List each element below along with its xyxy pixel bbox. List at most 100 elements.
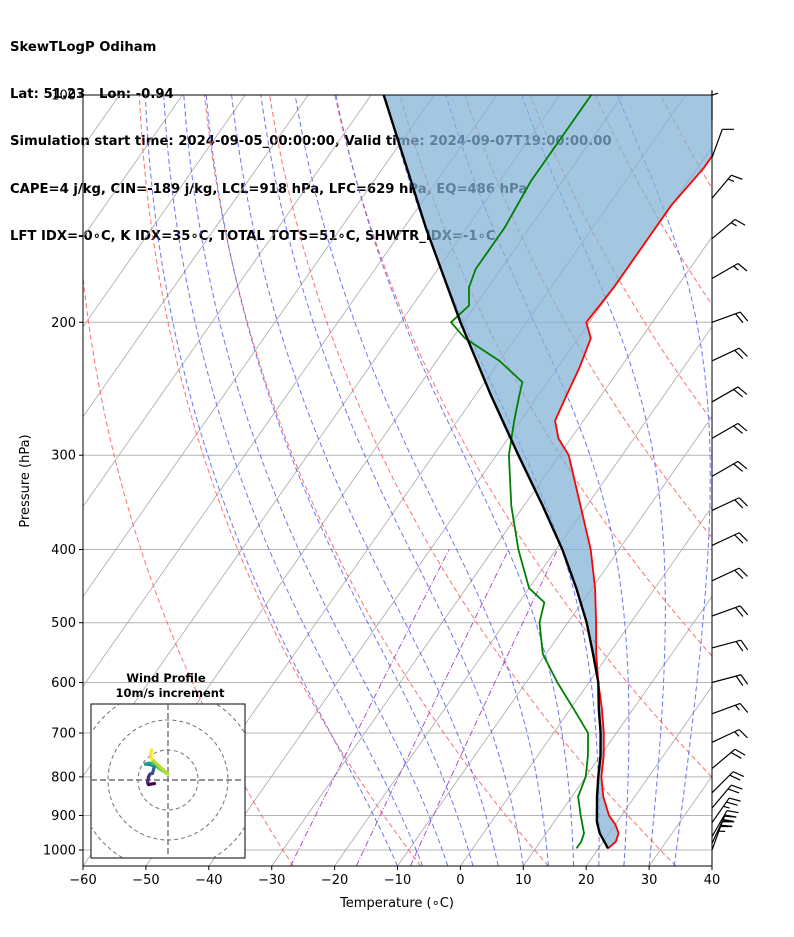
- isotherm-line: [397, 416, 712, 866]
- wind-barb-staff: [711, 347, 740, 362]
- wind-barb-half-flag: [711, 92, 719, 96]
- wind-barb-half-flag: [723, 805, 730, 809]
- y-tick-label: 500: [51, 616, 76, 631]
- wind-barb-flag: [726, 810, 739, 814]
- wind-barb: [711, 771, 745, 794]
- wind-barb-staff: [711, 784, 732, 809]
- isotherm-line: [585, 685, 712, 866]
- x-tick-label: 40: [704, 873, 721, 888]
- moist-adiabat-line: [205, 95, 474, 866]
- dewpoint-line: [450, 95, 592, 849]
- isotherm-line: [83, 95, 309, 418]
- wind-barb: [711, 262, 748, 280]
- wind-barb: [711, 810, 739, 837]
- moist-adiabat-line: [183, 95, 449, 866]
- wind-barb-half-flag: [730, 222, 737, 227]
- wind-barb-flag: [735, 675, 744, 686]
- wind-barb: [711, 748, 746, 769]
- wind-barb-flag: [732, 771, 745, 778]
- wind-barb: [711, 128, 734, 158]
- wind-barb-flag: [729, 797, 741, 802]
- dry-adiabat-line: [269, 95, 677, 866]
- wind-barb: [711, 729, 748, 743]
- moist-adiabat-line: [231, 95, 499, 866]
- wind-barb: [711, 347, 748, 362]
- isotherm-line: [83, 95, 372, 508]
- wind-barb-flag: [729, 774, 741, 781]
- wind-barb-staff: [711, 729, 740, 743]
- x-tick-label: 30: [641, 873, 658, 888]
- wind-barb-flag: [724, 814, 737, 818]
- wind-barb-flag: [734, 534, 744, 544]
- isotherm-line: [460, 505, 712, 866]
- wind-barb-flag: [721, 818, 734, 822]
- wind-barb: [711, 674, 749, 686]
- wind-barb-flag: [738, 567, 748, 577]
- wind-barb-flag: [739, 703, 749, 713]
- wind-barb-flag: [734, 499, 744, 509]
- hodograph-trace-segment: [149, 748, 154, 757]
- y-tick-label: 100: [51, 89, 76, 104]
- wind-barb-flag: [734, 569, 744, 579]
- isotherm-line: [334, 326, 712, 866]
- wind-barb: [711, 702, 749, 715]
- y-tick-label: 400: [51, 543, 76, 558]
- wind-barb-flag: [735, 313, 744, 324]
- wind-barb-half-flag: [727, 178, 735, 182]
- parcel-path-line: [382, 95, 610, 849]
- wind-barb-flag: [720, 824, 733, 827]
- wind-barb: [711, 797, 741, 824]
- wind-barb-half-flag: [733, 265, 739, 271]
- wind-barb-half-flag: [734, 731, 740, 737]
- wind-barb-flag: [737, 422, 748, 432]
- wind-barb: [711, 386, 748, 403]
- wind-barb-flag: [730, 751, 742, 759]
- wind-barb: [711, 218, 746, 240]
- temperature-line: [554, 154, 712, 850]
- wind-barb-half-flag: [735, 704, 740, 711]
- wind-barb-flag: [727, 788, 740, 794]
- wind-barb: [711, 460, 748, 477]
- y-axis-label: Pressure (hPa): [18, 434, 33, 527]
- hodograph-plot: [91, 704, 245, 858]
- wind-barb: [711, 605, 749, 617]
- wind-barb: [711, 532, 748, 546]
- hodograph-trace-segment: [149, 757, 170, 776]
- wind-barb-flag: [737, 263, 748, 272]
- wind-barb-staff: [711, 532, 740, 546]
- dry-adiabat-line: [83, 272, 294, 866]
- wind-barb-flag: [737, 460, 748, 470]
- x-tick-label: −30: [258, 873, 285, 888]
- wind-barb-flag: [734, 349, 744, 360]
- wind-barb-flag: [735, 641, 744, 652]
- x-tick-label: 20: [578, 873, 595, 888]
- moist-adiabat-line: [144, 95, 398, 866]
- wind-barb-flag: [733, 425, 744, 434]
- x-tick-label: −40: [195, 873, 222, 888]
- y-tick-label: 300: [51, 449, 76, 464]
- x-tick-label: −50: [132, 873, 159, 888]
- dry-adiabat-line: [204, 95, 549, 866]
- x-tick-label: 10: [515, 873, 532, 888]
- x-tick-label: 0: [456, 873, 464, 888]
- isotherm-line: [83, 95, 183, 238]
- y-tick-label: 800: [51, 770, 76, 785]
- isotherm-line: [711, 865, 712, 866]
- wind-barb-flag: [735, 607, 744, 617]
- cin-shading: [383, 95, 712, 849]
- wind-barb-flag: [738, 347, 748, 357]
- wind-barb: [711, 784, 743, 809]
- wind-barb: [711, 639, 749, 652]
- moist-adiabat-line: [163, 95, 424, 866]
- wind-barb-flag: [734, 218, 746, 226]
- moist-adiabat-line: [335, 95, 575, 866]
- isotherm-line: [83, 95, 498, 687]
- hodograph-title: Wind Profile: [126, 671, 206, 685]
- mixing-ratio-line: [355, 549, 510, 866]
- dry-adiabat-line: [464, 95, 712, 539]
- wind-barb-staff: [711, 129, 723, 158]
- mixing-ratio-line: [290, 549, 450, 866]
- wind-barb: [711, 422, 748, 439]
- wind-barb-flag: [738, 532, 748, 542]
